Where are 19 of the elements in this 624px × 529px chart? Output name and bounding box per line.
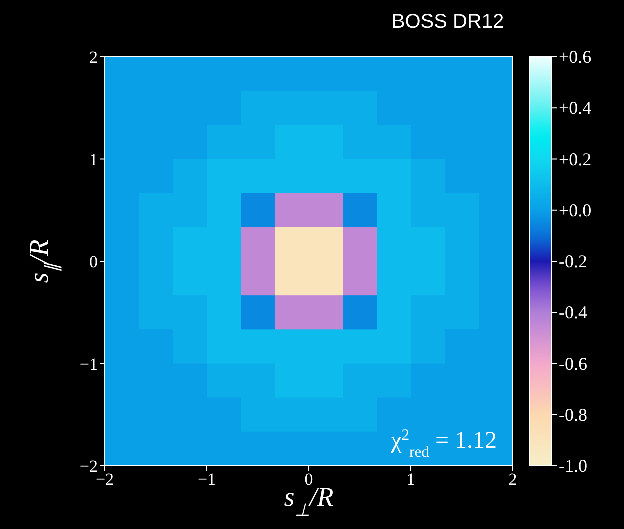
y-tick-label: 0 xyxy=(90,252,98,272)
y-tick-label: −2 xyxy=(80,457,98,476)
color-bar-label: +0.6 xyxy=(559,47,592,67)
chart-title: BOSS DR12 xyxy=(392,11,504,33)
annotation: χ$^{2}$$_{red}$ = 1.12 xyxy=(390,426,497,460)
color-bar-label: -0.4 xyxy=(559,302,588,323)
color-bar-label: -0.2 xyxy=(559,252,588,272)
y-tick-label: −1 xyxy=(80,354,98,374)
x-tick-label: −1 xyxy=(198,470,216,490)
y-tick-label: 2 xyxy=(90,48,98,68)
color-bar-label: -0.6 xyxy=(559,354,588,374)
color-bar-label: +0.0 xyxy=(559,200,592,220)
x-tick-label: 1 xyxy=(406,470,416,490)
color-bar-label: -1.0 xyxy=(559,456,588,476)
x-tick-label: 2 xyxy=(508,470,518,490)
color-bar-label: -0.8 xyxy=(559,404,588,425)
color-bar-label: +0.4 xyxy=(559,98,592,118)
y-tick-label: 1 xyxy=(90,150,98,170)
color-bar-label: +0.2 xyxy=(559,149,592,170)
